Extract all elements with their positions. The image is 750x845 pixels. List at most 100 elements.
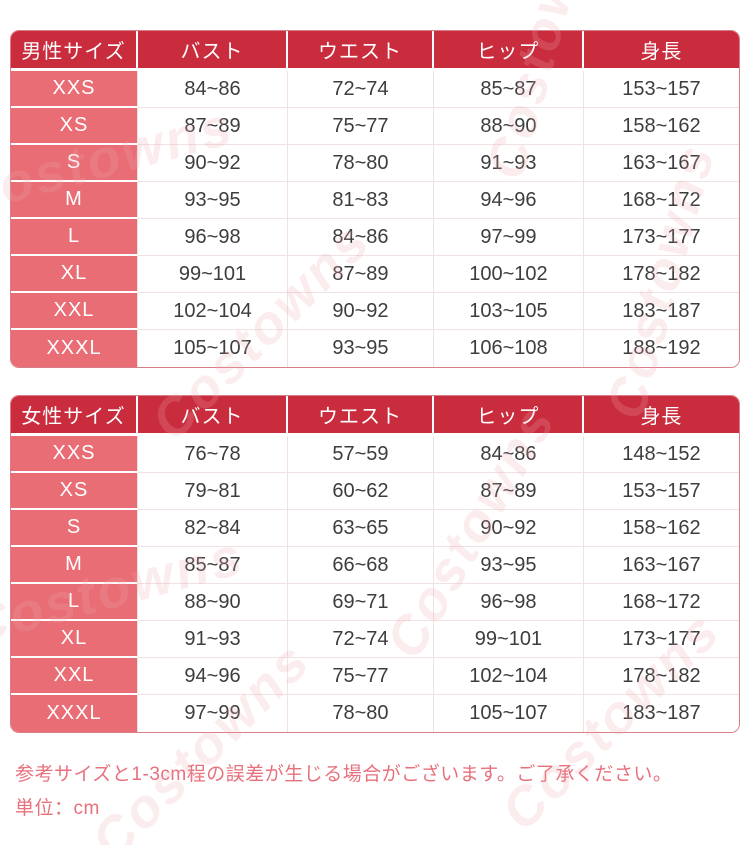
value-cell: 79~81 <box>138 473 288 510</box>
size-label-cell: XL <box>11 621 139 658</box>
value-cell: 90~92 <box>433 510 584 547</box>
value-cell: 63~65 <box>287 510 434 547</box>
value-cell: 106~108 <box>433 330 584 367</box>
table-row: XXL 102~104 90~92 103~105 183~187 <box>11 293 739 330</box>
size-label-cell: XS <box>11 473 139 510</box>
column-header: バスト <box>138 396 288 436</box>
value-cell: 91~93 <box>138 621 288 658</box>
value-cell: 178~182 <box>583 658 739 695</box>
size-label-cell: XXS <box>11 436 139 473</box>
column-header: バスト <box>138 31 288 71</box>
value-cell: 100~102 <box>433 256 584 293</box>
value-cell: 94~96 <box>433 182 584 219</box>
table-row: XS 87~89 75~77 88~90 158~162 <box>11 108 739 145</box>
column-header: ヒップ <box>433 31 584 71</box>
value-cell: 72~74 <box>287 621 434 658</box>
table-row: XL 91~93 72~74 99~101 173~177 <box>11 621 739 658</box>
value-cell: 87~89 <box>138 108 288 145</box>
value-cell: 84~86 <box>138 71 288 108</box>
value-cell: 168~172 <box>583 182 739 219</box>
column-header: 身長 <box>583 396 739 436</box>
value-cell: 183~187 <box>583 293 739 330</box>
value-cell: 78~80 <box>287 695 434 732</box>
value-cell: 178~182 <box>583 256 739 293</box>
value-cell: 94~96 <box>138 658 288 695</box>
value-cell: 105~107 <box>433 695 584 732</box>
value-cell: 84~86 <box>287 219 434 256</box>
tolerance-note: 参考サイズと1-3cm程の誤差が生じる場合がございます。ご了承ください。 <box>15 764 673 785</box>
table-title-cell: 女性サイズ <box>11 396 139 436</box>
value-cell: 90~92 <box>287 293 434 330</box>
value-cell: 163~167 <box>583 145 739 182</box>
unit-note: 単位：cm <box>15 798 100 819</box>
value-cell: 99~101 <box>433 621 584 658</box>
value-cell: 97~99 <box>138 695 288 732</box>
table-row: XL 99~101 87~89 100~102 178~182 <box>11 256 739 293</box>
table-row: XXS 84~86 72~74 85~87 153~157 <box>11 71 739 108</box>
value-cell: 87~89 <box>433 473 584 510</box>
value-cell: 93~95 <box>287 330 434 367</box>
womens-size-table: 女性サイズ バスト ウエスト ヒップ 身長 XXS 76~78 57~59 84~86 148~… <box>11 396 739 732</box>
value-cell: 148~152 <box>583 436 739 473</box>
size-label-cell: L <box>11 584 139 621</box>
value-cell: 158~162 <box>583 108 739 145</box>
size-label-cell: L <box>11 219 139 256</box>
value-cell: 188~192 <box>583 330 739 367</box>
size-label-cell: XS <box>11 108 139 145</box>
size-label-cell: XXL <box>11 658 139 695</box>
size-label-cell: XXXL <box>11 330 139 367</box>
table-row: S 82~84 63~65 90~92 158~162 <box>11 510 739 547</box>
table-row: XS 79~81 60~62 87~89 153~157 <box>11 473 739 510</box>
column-header: ウエスト <box>287 396 434 436</box>
size-label-cell: XXXL <box>11 695 139 732</box>
value-cell: 93~95 <box>433 547 584 584</box>
value-cell: 88~90 <box>138 584 288 621</box>
table-row: L 88~90 69~71 96~98 168~172 <box>11 584 739 621</box>
value-cell: 158~162 <box>583 510 739 547</box>
value-cell: 84~86 <box>433 436 584 473</box>
size-label-cell: M <box>11 547 139 584</box>
value-cell: 78~80 <box>287 145 434 182</box>
womens-size-table-wrap: 女性サイズ バスト ウエスト ヒップ 身長 XXS 76~78 57~59 84~86 148~… <box>10 395 740 733</box>
table-row: M 85~87 66~68 93~95 163~167 <box>11 547 739 584</box>
value-cell: 173~177 <box>583 219 739 256</box>
table-title-cell: 男性サイズ <box>11 31 139 71</box>
value-cell: 96~98 <box>138 219 288 256</box>
table-row: XXS 76~78 57~59 84~86 148~152 <box>11 436 739 473</box>
value-cell: 66~68 <box>287 547 434 584</box>
value-cell: 85~87 <box>433 71 584 108</box>
value-cell: 82~84 <box>138 510 288 547</box>
table-row: S 90~92 78~80 91~93 163~167 <box>11 145 739 182</box>
size-label-cell: S <box>11 510 139 547</box>
value-cell: 72~74 <box>287 71 434 108</box>
value-cell: 183~187 <box>583 695 739 732</box>
value-cell: 97~99 <box>433 219 584 256</box>
value-cell: 99~101 <box>138 256 288 293</box>
value-cell: 75~77 <box>287 658 434 695</box>
value-cell: 102~104 <box>433 658 584 695</box>
mens-size-table: 男性サイズ バスト ウエスト ヒップ 身長 XXS 84~86 72~74 85~87 153~… <box>11 31 739 367</box>
table-row: M 93~95 81~83 94~96 168~172 <box>11 182 739 219</box>
value-cell: 60~62 <box>287 473 434 510</box>
column-header: ウエスト <box>287 31 434 71</box>
value-cell: 75~77 <box>287 108 434 145</box>
value-cell: 87~89 <box>287 256 434 293</box>
value-cell: 103~105 <box>433 293 584 330</box>
value-cell: 153~157 <box>583 71 739 108</box>
table-row: XXXL 105~107 93~95 106~108 188~192 <box>11 330 739 367</box>
table-row: L 96~98 84~86 97~99 173~177 <box>11 219 739 256</box>
size-label-cell: XL <box>11 256 139 293</box>
value-cell: 102~104 <box>138 293 288 330</box>
value-cell: 168~172 <box>583 584 739 621</box>
mens-header-row: 男性サイズ バスト ウエスト ヒップ 身長 <box>11 31 739 71</box>
value-cell: 153~157 <box>583 473 739 510</box>
value-cell: 76~78 <box>138 436 288 473</box>
value-cell: 93~95 <box>138 182 288 219</box>
value-cell: 69~71 <box>287 584 434 621</box>
value-cell: 173~177 <box>583 621 739 658</box>
value-cell: 85~87 <box>138 547 288 584</box>
size-label-cell: XXL <box>11 293 139 330</box>
value-cell: 96~98 <box>433 584 584 621</box>
value-cell: 81~83 <box>287 182 434 219</box>
